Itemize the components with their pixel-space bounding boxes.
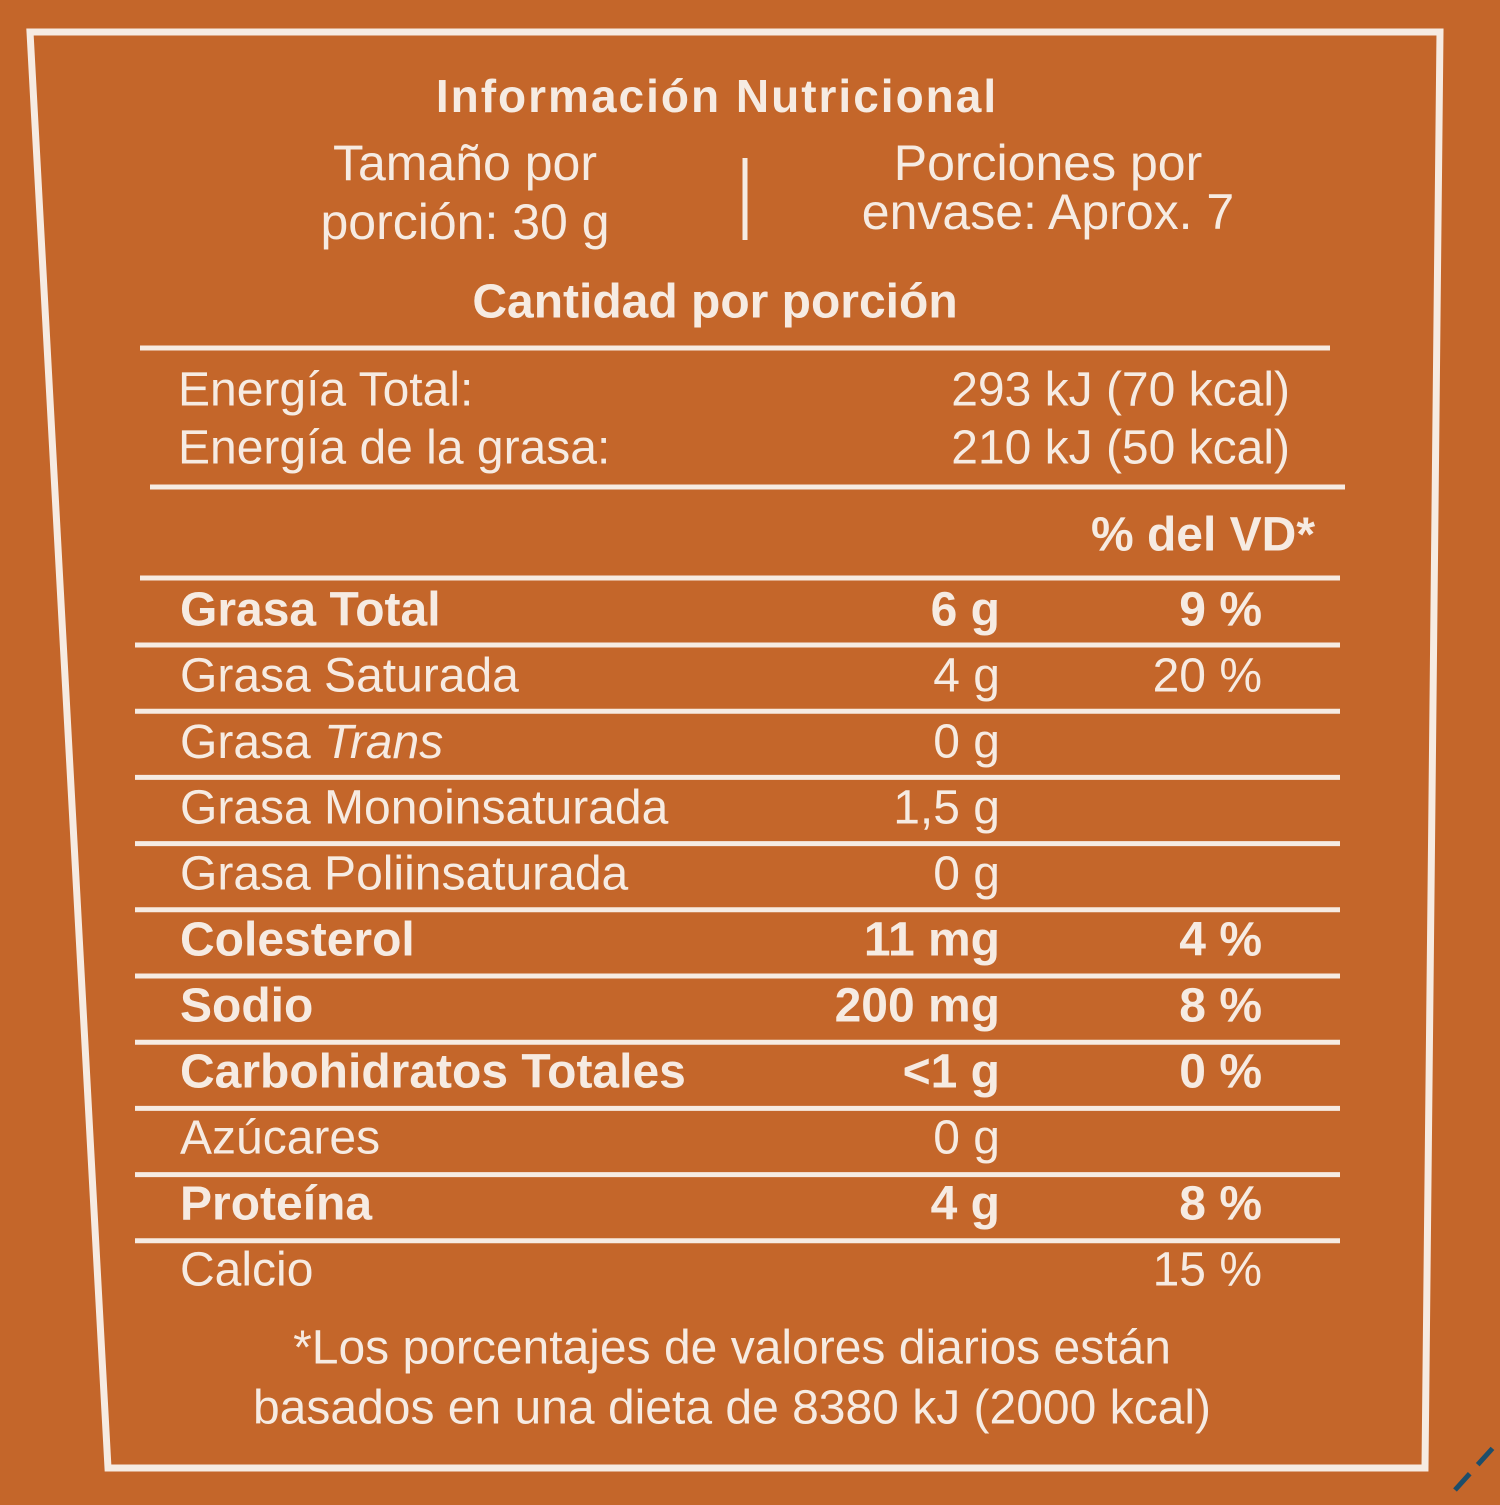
energy-label: Energía Total:: [178, 364, 473, 417]
servings: Porciones por: [894, 135, 1203, 191]
nutrient-label: Azúcares: [180, 1112, 380, 1165]
nutrient-dv: 8 %: [1179, 980, 1262, 1033]
amount-heading: Cantidad por porción: [472, 276, 957, 329]
nutrient-amount: 0 g: [933, 1112, 1000, 1165]
nutrient-dv: 8 %: [1179, 1178, 1262, 1231]
nutrient-amount: 6 g: [931, 584, 1000, 637]
nutrient-label: Grasa Total: [180, 584, 441, 637]
nutrient-label: Sodio: [180, 980, 313, 1033]
energy-value: 210 kJ (50 kcal): [951, 422, 1290, 475]
nutrient-dv: 20 %: [1153, 650, 1262, 703]
nutrient-label: Proteína: [180, 1178, 372, 1231]
serving-size: porción: 30 g: [320, 194, 609, 250]
nutrient-dv: 15 %: [1153, 1244, 1262, 1297]
dv-heading: % del VD*: [1091, 509, 1315, 562]
nutrient-label: Grasa Trans: [180, 716, 443, 769]
decorative-dash: [1453, 1438, 1500, 1492]
energy-value: 293 kJ (70 kcal): [951, 364, 1290, 417]
nutrient-label: Grasa Saturada: [180, 650, 519, 703]
nutrient-amount: 0 g: [933, 848, 1000, 901]
nutrient-label: Carbohidratos Totales: [180, 1046, 686, 1099]
servings: envase: Aprox. 7: [862, 184, 1234, 240]
nutrient-label: Grasa Poliinsaturada: [180, 848, 629, 901]
footnote: *Los porcentajes de valores diarios está…: [293, 1322, 1171, 1375]
nutrient-label: Colesterol: [180, 914, 415, 967]
nutrient-dv: 4 %: [1179, 914, 1262, 967]
frame: [26, 28, 1444, 1472]
nutrient-label: Grasa Monoinsaturada: [180, 782, 669, 835]
nutrient-amount: 1,5 g: [893, 782, 1000, 835]
nutrient-dv: 9 %: [1179, 584, 1262, 637]
nutrient-amount: 4 g: [933, 650, 1000, 703]
nutrient-label-italic: Trans: [324, 716, 443, 769]
footnote: basados en una dieta de 8380 kJ (2000 kc…: [253, 1382, 1211, 1435]
energy-label: Energía de la grasa:: [178, 422, 610, 475]
nutrient-amount: <1 g: [903, 1046, 1000, 1099]
nutrient-dv: 0 %: [1179, 1046, 1262, 1099]
title: Información Nutricional: [436, 70, 998, 122]
serving-size: Tamaño por: [333, 135, 597, 191]
nutrient-amount: 0 g: [933, 716, 1000, 769]
nutrient-label-text: Grasa: [180, 716, 311, 769]
nutrient-amount: 11 mg: [864, 914, 1000, 967]
nutrient-amount: 4 g: [931, 1178, 1000, 1231]
nutrient-amount: 200 mg: [835, 980, 1000, 1033]
nutrient-label: Calcio: [180, 1244, 313, 1297]
